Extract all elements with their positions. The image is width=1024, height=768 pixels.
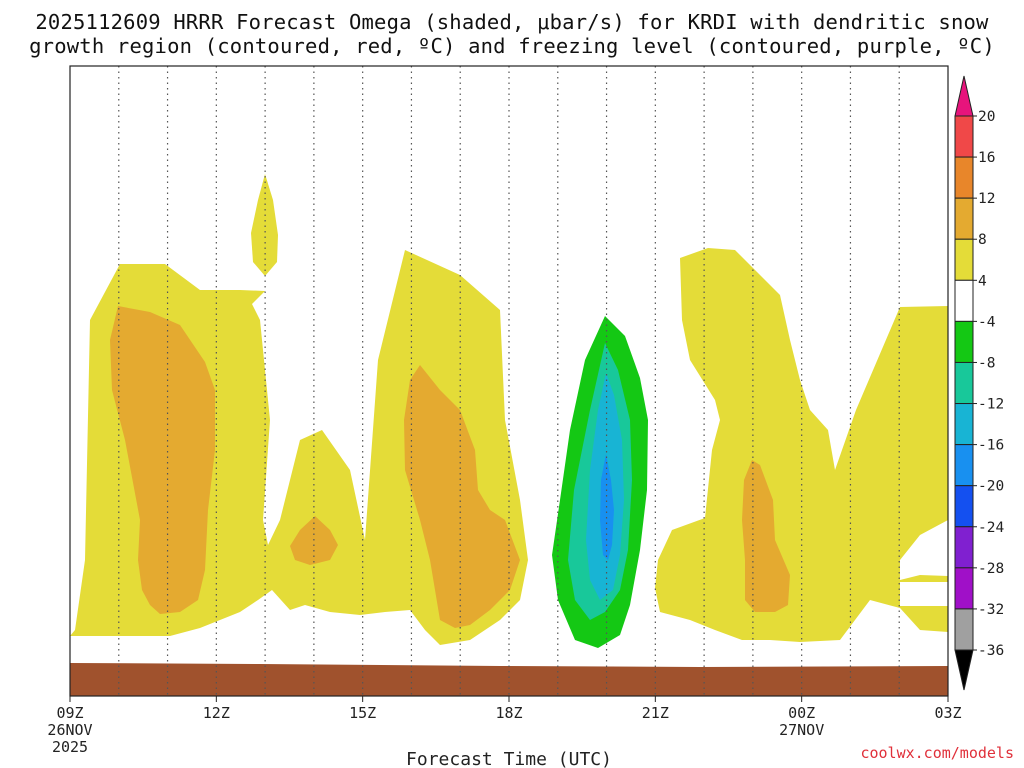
grid: [118, 66, 900, 696]
omega-region-up-4-8-edge: [878, 308, 948, 540]
colorbar-bin--16: [954, 444, 974, 487]
colorbar-label--8: -8: [978, 355, 995, 371]
x-tick-label-15Z: 15Z: [349, 704, 376, 722]
colorbar-bin--32: [954, 608, 974, 651]
colorbar-label--16: -16: [978, 438, 1004, 454]
x-date-label-26NOV: 26NOV: [47, 721, 92, 739]
source-credit: coolwx.com/models: [860, 744, 1014, 762]
colorbar-bin--8: [954, 361, 974, 405]
x-tick-label-03Z: 03Z: [934, 704, 961, 722]
colorbar-bin-20: [954, 115, 974, 158]
colorbar-label-4: 4: [978, 273, 987, 289]
colorbar-bin--4: [954, 320, 974, 363]
omega-region-up-8-12-core-a: [110, 306, 215, 614]
x-axis-title: Forecast Time (UTC): [406, 749, 612, 768]
omega-region-up-8-12-core-d: [742, 460, 790, 612]
colorbar-bin-12: [954, 197, 974, 240]
colorbar-label--28: -28: [978, 561, 1004, 577]
omega-region-up-8-12-core-c: [404, 365, 520, 628]
x-tick-label-18Z: 18Z: [495, 704, 522, 722]
colorbar-bin--28: [954, 567, 974, 610]
colorbar: 20 16 12 8 4 -4 -8 -12 -16 -20 -24 -28 -32 -36: [954, 75, 1004, 691]
colorbar-label--24: -24: [978, 520, 1004, 536]
colorbar-label-8: 8: [978, 232, 987, 248]
colorbar-label--32: -32: [978, 602, 1004, 618]
colorbar-label-20: 20: [978, 109, 995, 125]
omega-shading: [70, 174, 948, 648]
x-tick-label-12Z: 12Z: [203, 704, 230, 722]
omega-gap-neutral: [900, 582, 948, 606]
colorbar-bin-8: [954, 238, 974, 281]
colorbar-label--12: -12: [978, 397, 1004, 413]
x-tick-label-00Z: 00Z: [788, 704, 815, 722]
colorbar-bin--24: [954, 526, 974, 569]
omega-region-up-4-8-upper-plume: [251, 174, 278, 276]
colorbar-bin--12: [954, 403, 974, 446]
axes: 2503003504004505005506006507007508008509…: [47, 696, 962, 768]
chart-title-line-1: 2025112609 HRRR Forecast Omega (shaded, …: [35, 10, 989, 34]
x-year-label: 2025: [52, 738, 88, 756]
omega-region-up-4-8-right: [655, 248, 948, 642]
chart-title-line-2: growth region (contoured, red, ºC) and f…: [29, 34, 995, 58]
colorbar-cap-bottom: [954, 649, 974, 691]
x-tick-label-21Z: 21Z: [642, 704, 669, 722]
x-tick-label-09Z: 09Z: [56, 704, 83, 722]
colorbar-bin-4: [954, 279, 974, 322]
colorbar-label--4: -4: [978, 314, 996, 330]
colorbar-label--36: -36: [978, 643, 1004, 659]
colorbar-bin-16: [954, 156, 974, 199]
colorbar-bin--20: [954, 485, 974, 528]
colorbar-cap-top: [954, 75, 974, 117]
colorbar-label--20: -20: [978, 479, 1004, 495]
colorbar-label-12: 12: [978, 191, 995, 207]
terrain: [70, 663, 948, 696]
terrain-fill: [70, 663, 948, 696]
x-date-label-27NOV: 27NOV: [779, 721, 824, 739]
colorbar-label-16: 16: [978, 150, 995, 166]
